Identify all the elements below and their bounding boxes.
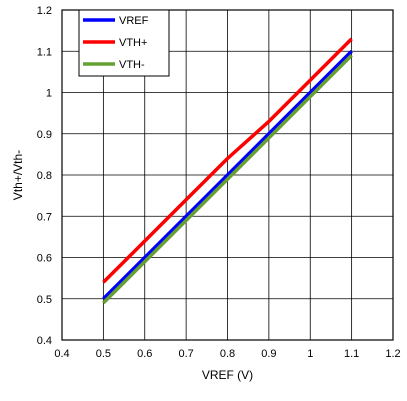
y-tick-label: 1.1	[37, 46, 52, 58]
y-axis-label: Vth+/Vth-	[11, 150, 25, 200]
y-tick-label: 1	[46, 88, 52, 100]
x-tick-labels: 0.4 0.5 0.6 0.7 0.8 0.9 1 1.1 1.2	[54, 348, 400, 360]
y-tick-label: 0.4	[37, 335, 52, 347]
series-line-vth	[102, 37, 353, 284]
x-tick-label: 0.7	[178, 348, 193, 360]
x-tick-label: 0.9	[261, 348, 276, 360]
y-tick-label: 0.9	[37, 129, 52, 141]
y-tick-label: 0.8	[37, 170, 52, 182]
x-axis-label: VREF (V)	[202, 368, 253, 382]
series-line-vref	[102, 49, 353, 301]
series-line-vth	[102, 54, 353, 305]
y-tick-label: 0.5	[37, 294, 52, 306]
y-tick-labels: 0.4 0.5 0.6 0.7 0.8 0.9 1 1.1 1.2	[37, 5, 52, 347]
series-layer	[102, 37, 353, 305]
legend-label: VTH+	[119, 37, 147, 49]
x-tick-label: 0.4	[54, 348, 69, 360]
x-tick-label: 0.6	[137, 348, 152, 360]
x-tick-label: 1.1	[344, 348, 359, 360]
x-tick-label: 0.8	[220, 348, 235, 360]
legend-label: VREF	[119, 15, 149, 27]
y-tick-label: 1.2	[37, 5, 52, 17]
plot-frame	[61, 9, 394, 341]
y-tick-label: 0.6	[37, 253, 52, 265]
x-tick-label: 1	[307, 348, 313, 360]
legend: VREF VTH+ VTH-	[78, 9, 170, 77]
legend-label: VTH-	[119, 59, 145, 71]
x-tick-label: 0.5	[96, 348, 111, 360]
y-tick-label: 0.7	[37, 211, 52, 223]
x-tick-label: 1.2	[385, 348, 400, 360]
